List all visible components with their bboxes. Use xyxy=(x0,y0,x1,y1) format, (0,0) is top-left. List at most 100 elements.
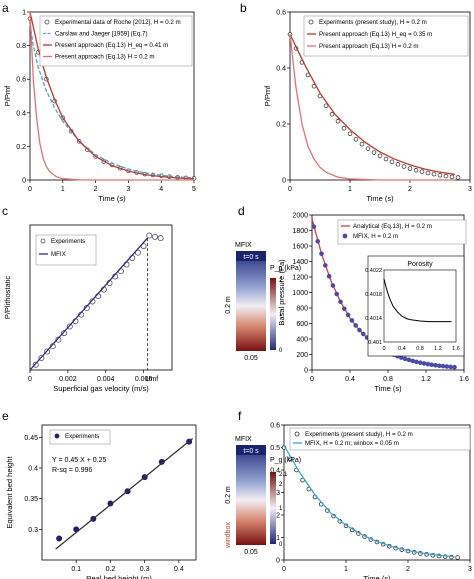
data-point xyxy=(326,273,332,279)
x-tick-label: 0 xyxy=(310,376,314,383)
y-tick-label: 1200 xyxy=(292,275,308,282)
panel-label-f: f xyxy=(238,409,242,423)
sim-d-width: 0.05 xyxy=(244,355,258,362)
chart-e: 0.1 0.2 0.3 0.4 0.3 0.35 0.4 0.45 Real bed heigh… xyxy=(5,424,197,579)
data-point xyxy=(334,291,340,297)
x-axis-label: Real bed height (m) xyxy=(86,574,152,579)
legend-box xyxy=(303,15,469,57)
x-tick-label: 0.8 xyxy=(383,376,393,383)
data-point xyxy=(56,535,63,542)
x-axis-label: Time (s) xyxy=(374,384,402,393)
legend-entry: Experiments (present study), H = 0.2 m xyxy=(305,431,413,438)
inset-x-tick-label: 1.6 xyxy=(452,346,460,352)
series-line xyxy=(289,34,455,181)
sim-d-title: MFIX xyxy=(235,242,252,249)
x-tick-label: 4 xyxy=(159,186,163,193)
legend-marker xyxy=(294,431,300,437)
data-point xyxy=(341,125,347,131)
y-tick-label: 200 xyxy=(296,352,308,359)
data-point xyxy=(455,175,461,180)
data-point xyxy=(440,363,446,369)
x-tick-label: 1.2 xyxy=(421,376,431,383)
y-tick-label: 0.6 xyxy=(276,10,286,17)
x-tick-label: 2 xyxy=(94,186,98,193)
series-line xyxy=(283,444,455,558)
sim-d-cbar-label: P_g (kPa) xyxy=(270,265,301,272)
data-point xyxy=(389,159,395,165)
legend-box xyxy=(35,234,97,266)
data-point xyxy=(419,169,425,174)
sim-f-cbar-tick-1: 1 xyxy=(279,506,283,512)
sim-d-height: 0.2 m xyxy=(225,296,232,314)
legend-marker xyxy=(308,19,314,25)
series-line xyxy=(55,437,194,550)
inset-y-tick-label: 0.4022 xyxy=(365,268,382,274)
x-tick-label: 2 xyxy=(406,566,410,573)
y-tick-label: 0.45 xyxy=(24,435,38,442)
sim-d-time-box xyxy=(236,251,266,261)
y-tick-label: 0.3 xyxy=(28,527,38,534)
x-axis-label: Superficial gas velocity (m/s) xyxy=(53,384,149,393)
inset-x-tick-label: 0.8 xyxy=(416,346,424,352)
data-point xyxy=(341,306,347,312)
y-tick-label: 1 xyxy=(22,10,26,17)
inset-x-tick-label: 1.2 xyxy=(434,346,442,352)
data-point xyxy=(338,299,343,305)
data-point xyxy=(436,363,442,369)
x-tick-label: 2 xyxy=(408,186,412,193)
sim-f-cbar-tick-0: 0 xyxy=(279,542,283,548)
simulation-snapshot-f: MFIX t=0 s 0.2 m windbox 0.05 P_g (kPa) … xyxy=(225,436,301,556)
y-tick-label: 1600 xyxy=(292,244,308,251)
series-line xyxy=(29,11,195,180)
y-tick-label: 800 xyxy=(296,306,308,313)
x-tick-label: 0 xyxy=(288,186,292,193)
legend-entry: Analytical (Eq.13), H = 0.2 m xyxy=(353,223,432,230)
x-tick-label: 1.6 xyxy=(459,376,469,383)
data-point xyxy=(323,103,329,109)
y-tick-label: 0.4 xyxy=(16,110,26,117)
legend-entry: Experiments (present study), H = 0.2 m xyxy=(319,19,427,26)
sim-d-colorbar xyxy=(270,278,276,350)
data-point xyxy=(417,360,423,366)
series-line xyxy=(29,237,148,371)
sim-f-cbar-label: P_g (kPa) xyxy=(270,457,301,464)
y-tick-label: 0 xyxy=(282,178,286,185)
sim-f-cbar-tick-3: 2.1 xyxy=(279,472,288,478)
data-point xyxy=(383,156,389,162)
data-point xyxy=(61,330,68,337)
legend-box xyxy=(49,429,111,445)
data-point xyxy=(319,251,324,257)
data-point xyxy=(395,162,401,167)
data-point xyxy=(443,173,449,179)
panel-label-b: b xyxy=(240,1,247,15)
y-tick-label: 0 xyxy=(304,368,308,375)
data-point xyxy=(449,174,455,180)
data-point xyxy=(455,555,460,560)
data-point xyxy=(444,364,450,369)
data-point xyxy=(146,232,153,239)
data-point xyxy=(425,170,431,176)
y-tick-label: 0.4 xyxy=(28,465,38,472)
y-tick-label: 400 xyxy=(296,337,308,344)
legend-entry: Present approach (Eq.13) H = 0.2 m xyxy=(55,54,155,61)
sim-f-height: 0.2 m xyxy=(225,486,232,504)
data-point xyxy=(452,364,457,370)
y-tick-label: 600 xyxy=(296,321,308,328)
y-axis-label: P/Pmf xyxy=(263,85,272,106)
y-axis-label: Equivalent bed height xyxy=(5,456,14,529)
fit-equation: Y = 0.45 X + 0.25 xyxy=(52,457,106,464)
data-point xyxy=(55,336,62,343)
x-tick-label: 0.3 xyxy=(140,566,150,573)
y-tick-label: 2000 xyxy=(292,213,308,220)
x-axis-label: Time (s) xyxy=(98,194,126,203)
series-line xyxy=(29,11,194,181)
x-tick-label: 1 xyxy=(344,566,348,573)
data-point xyxy=(448,364,454,370)
legend-entry: Experimental data of Roche [2012], H = 0… xyxy=(55,19,181,26)
legend-entry: Experiments xyxy=(51,238,85,245)
y-tick-label: 0.2 xyxy=(16,144,26,151)
data-point xyxy=(414,359,419,365)
x-tick-label: 0 xyxy=(28,186,32,193)
data-point xyxy=(377,153,383,159)
inset-porosity-line xyxy=(383,278,452,323)
